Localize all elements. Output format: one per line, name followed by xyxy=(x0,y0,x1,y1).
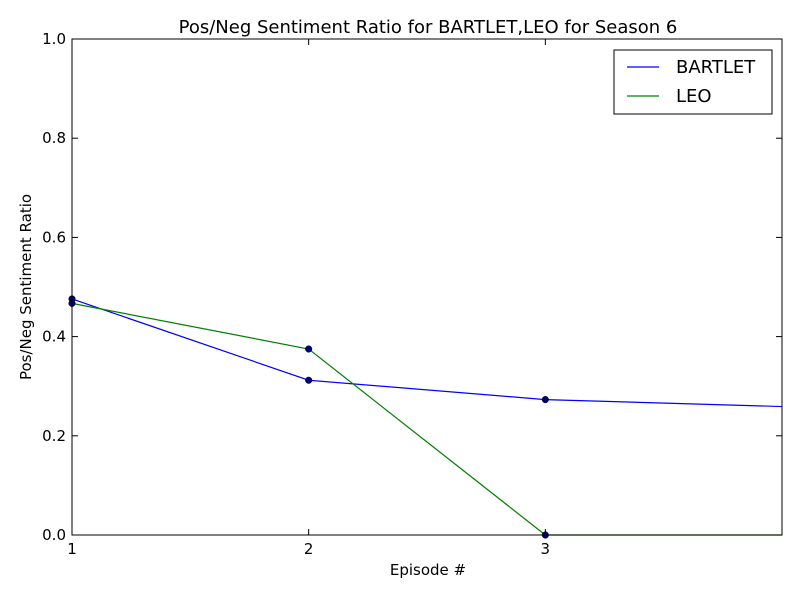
data-point-leo-2 xyxy=(305,345,313,353)
plot-frame xyxy=(71,38,783,536)
legend: BARTLET LEO xyxy=(613,49,773,115)
chart-title: Pos/Neg Sentiment Ratio for BARTLET,LEO … xyxy=(179,17,678,38)
x-tick-label: 2 xyxy=(304,540,314,558)
y-axis-label: Pos/Neg Sentiment Ratio xyxy=(17,194,35,380)
x-axis-label: Episode # xyxy=(390,561,466,579)
x-axis: 1 2 3 xyxy=(67,39,550,558)
x-tick-label: 3 xyxy=(541,540,551,558)
y-axis: 0.0 0.2 0.4 0.6 0.8 1.0 xyxy=(42,30,782,544)
data-point-bartlet-2 xyxy=(305,376,313,384)
y-tick-label: 0.6 xyxy=(42,228,66,246)
legend-box xyxy=(613,49,773,115)
y-tick-label: 0.0 xyxy=(42,526,66,544)
plot-area xyxy=(72,39,782,535)
x-tick-label: 1 xyxy=(67,540,77,558)
legend-entries: BARTLET LEO xyxy=(627,57,756,107)
y-tick-label: 1.0 xyxy=(42,30,66,48)
data-point-bartlet-3 xyxy=(541,396,549,404)
legend-label-bartlet: BARTLET xyxy=(676,57,756,78)
y-tick-label: 0.2 xyxy=(42,427,66,445)
series-line-bartlet xyxy=(71,298,783,408)
y-tick-label: 0.8 xyxy=(42,129,66,147)
legend-label-leo: LEO xyxy=(676,86,712,107)
y-tick-label: 0.4 xyxy=(42,328,66,346)
